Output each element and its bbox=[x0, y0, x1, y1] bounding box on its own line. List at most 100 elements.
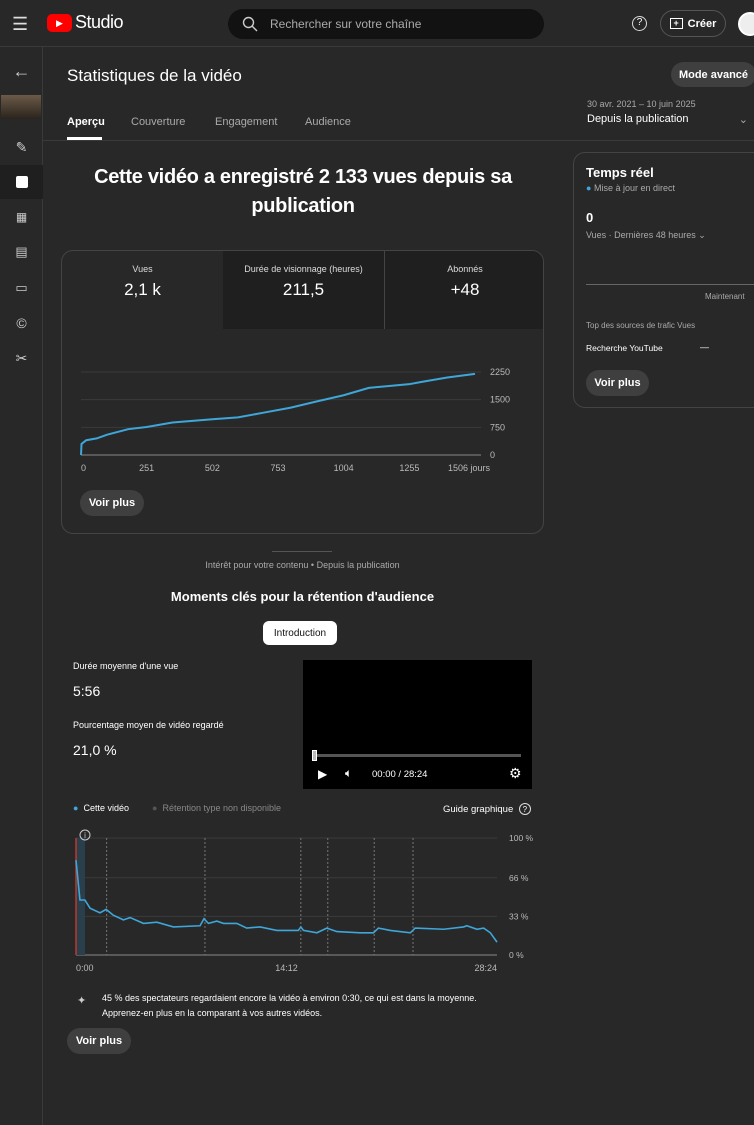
x-tick-label: 251 bbox=[139, 463, 154, 473]
x-tick-label: 0:00 bbox=[76, 963, 94, 973]
player-progress-bar[interactable] bbox=[313, 754, 521, 757]
search-input[interactable]: Rechercher sur votre chaîne bbox=[228, 9, 544, 39]
info-icon-glyph: i bbox=[84, 831, 86, 840]
live-label: Mise à jour en direct bbox=[593, 183, 675, 193]
metric-value: 211,5 bbox=[282, 280, 325, 299]
metric-value: 2,1 k bbox=[124, 280, 161, 299]
legend-this-video: ● Cette vidéo bbox=[73, 803, 129, 813]
legend-label: Cette vidéo bbox=[83, 803, 129, 813]
page-title: Statistiques de la vidéo bbox=[67, 66, 242, 85]
retention-insight: 45 % des spectateurs regardaient encore … bbox=[102, 993, 477, 1018]
search-placeholder: Rechercher sur votre chaîne bbox=[270, 17, 422, 31]
retention-title: Moments clés pour la rétention d'audienc… bbox=[170, 589, 435, 604]
guide-label: Guide graphique bbox=[443, 804, 514, 815]
scissors-icon[interactable]: ✂ bbox=[15, 349, 28, 366]
views-line bbox=[80, 372, 476, 456]
chevron-down-icon: ⌄ bbox=[698, 230, 706, 240]
y-tick-label: 100 % bbox=[509, 833, 534, 843]
play-icon[interactable]: ▶ bbox=[318, 767, 328, 781]
create-button[interactable]: + Créer bbox=[660, 10, 726, 37]
period-selector[interactable]: Depuis la publication ⌄ bbox=[587, 113, 752, 126]
x-tick-label: 502 bbox=[205, 463, 220, 473]
metric-watch-time[interactable]: Durée de visionnage (heures) 211,5 bbox=[223, 251, 384, 329]
y-tick-label: 0 bbox=[490, 450, 495, 460]
summary-card: Vues 2,1 k Durée de visionnage (heures) 21… bbox=[61, 250, 544, 534]
section-divider bbox=[272, 551, 332, 552]
y-tick-label: 1500 bbox=[490, 395, 510, 405]
metric-subscribers[interactable]: Abonnés +48 bbox=[384, 251, 543, 329]
x-tick-label: 0 bbox=[81, 463, 86, 473]
metric-views[interactable]: Vues 2,1 k bbox=[62, 251, 223, 329]
menu-icon[interactable]: ☰ bbox=[12, 14, 29, 34]
edit-pencil-icon[interactable]: ✎ bbox=[15, 138, 28, 155]
intro-highlight bbox=[76, 838, 85, 955]
y-tick-label: 66 % bbox=[509, 873, 529, 883]
analytics-icon[interactable] bbox=[0, 165, 43, 199]
period-label: Depuis la publication bbox=[587, 113, 689, 125]
avg-pct-value: 21,0 % bbox=[73, 742, 117, 758]
studio-logo[interactable]: Studio bbox=[75, 12, 124, 32]
video-thumbnail[interactable] bbox=[1, 95, 41, 119]
x-tick-label: 1004 bbox=[334, 463, 354, 473]
search-icon bbox=[242, 16, 258, 32]
create-label: Créer bbox=[687, 17, 717, 30]
chart-guide-link[interactable]: Guide graphique ? bbox=[443, 803, 531, 815]
tab-audience[interactable]: Audience bbox=[305, 116, 351, 128]
x-tick-label: 14:12 bbox=[275, 963, 298, 973]
realtime-count: 0 bbox=[586, 210, 594, 225]
legend-dot-icon: ● bbox=[152, 803, 158, 813]
help-icon[interactable]: ? bbox=[632, 16, 647, 31]
y-tick-label: 33 % bbox=[509, 911, 529, 921]
date-range: 30 avr. 2021 – 10 juin 2025 bbox=[587, 99, 696, 109]
y-tick-label: 2250 bbox=[490, 367, 510, 377]
create-icon: + bbox=[669, 18, 683, 29]
tab-engagement[interactable]: Engagement bbox=[215, 116, 278, 128]
views-see-more-button[interactable]: Voir plus bbox=[80, 490, 144, 516]
video-player[interactable]: ▶ 🔈︎ 00:00 / 28:24 ⚙ bbox=[303, 660, 532, 789]
info-icon bbox=[79, 829, 91, 841]
advanced-mode-button[interactable]: Mode avancé bbox=[671, 62, 754, 87]
introduction-chip[interactable]: Introduction bbox=[263, 621, 337, 645]
avatar[interactable] bbox=[738, 12, 754, 36]
realtime-subtitle[interactable]: Vues · Dernières 48 heures ⌄ bbox=[586, 230, 706, 241]
copyright-icon[interactable]: © bbox=[16, 315, 27, 331]
summary-headline: Cette vidéo a enregistré 2 133 vues depu… bbox=[94, 166, 512, 217]
avg-duration-label: Durée moyenne d'une vue bbox=[73, 661, 179, 671]
traffic-title: Top des sources de trafic Vues bbox=[586, 321, 696, 330]
legend-label: Rétention type non disponible bbox=[162, 803, 282, 813]
avg-duration-value: 5:56 bbox=[73, 683, 101, 699]
tabs-divider bbox=[43, 140, 754, 141]
realtime-title: Temps réel bbox=[586, 165, 654, 180]
realtime-card: Temps réel ● Mise à jour en direct 0 Vue… bbox=[573, 152, 754, 408]
tab-couverture[interactable]: Couverture bbox=[131, 116, 186, 128]
traffic-value: — bbox=[700, 342, 709, 352]
live-dot-icon: ● bbox=[586, 183, 592, 193]
back-arrow-icon[interactable]: ← bbox=[12, 60, 31, 81]
player-scrubber[interactable] bbox=[312, 750, 317, 761]
x-tick-label: 1255 bbox=[399, 463, 419, 473]
tab-apercu[interactable]: Aperçu bbox=[67, 116, 105, 128]
metric-label: Vues bbox=[132, 264, 153, 274]
settings-gear-icon[interactable]: ⚙ bbox=[509, 765, 522, 781]
realtime-baseline bbox=[586, 284, 754, 285]
subtitles-icon[interactable]: ▭ bbox=[15, 280, 28, 295]
help-icon[interactable]: ? bbox=[518, 803, 531, 815]
realtime-see-more-button[interactable]: Voir plus bbox=[586, 370, 649, 396]
metric-label: Abonnés bbox=[447, 264, 483, 274]
legend-typical: ● Rétention type non disponible bbox=[152, 803, 281, 813]
x-tick-label: 28:24 bbox=[474, 963, 497, 973]
now-label: Maintenant bbox=[705, 292, 745, 301]
views-chart: 0 750 1500 2250 0 251 502 753 1004 1255 1506 jours bbox=[80, 367, 510, 473]
comments-icon[interactable]: ▤ bbox=[15, 244, 28, 259]
metric-label: Durée de visionnage (heures) bbox=[244, 264, 363, 274]
player-time: 00:00 / 28:24 bbox=[372, 769, 428, 780]
retention-see-more-button[interactable]: Voir plus bbox=[67, 1028, 131, 1054]
sidebar: ← ✎ ▦ ▤ ▭ © ✂ bbox=[0, 47, 43, 1125]
retention-context: Intérêt pour votre contenu • Depuis la p… bbox=[205, 560, 400, 570]
volume-icon[interactable]: 🔈︎ bbox=[345, 766, 353, 780]
legend-dot-icon: ● bbox=[73, 803, 79, 813]
realtime-subtitle-label: Vues · Dernières 48 heures bbox=[586, 230, 696, 240]
x-tick-label: 753 bbox=[270, 463, 285, 473]
film-icon[interactable]: ▦ bbox=[15, 210, 28, 224]
youtube-logo-icon[interactable]: ▶ bbox=[47, 14, 72, 32]
